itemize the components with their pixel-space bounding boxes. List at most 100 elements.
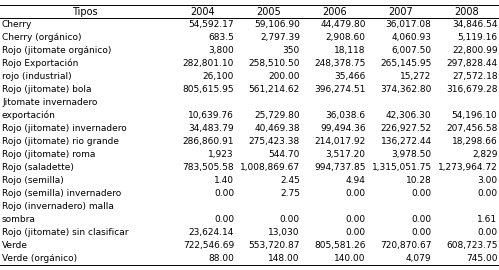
Text: 783,505.58: 783,505.58	[183, 163, 234, 172]
Text: 40,469.38: 40,469.38	[254, 124, 300, 133]
Text: 3.00: 3.00	[478, 176, 498, 185]
Text: 26,100: 26,100	[203, 72, 234, 81]
Text: 994,737.85: 994,737.85	[314, 163, 366, 172]
Text: 18,298.66: 18,298.66	[452, 137, 498, 146]
Text: 745.00: 745.00	[466, 254, 498, 263]
Text: Rojo (jitomate) rio grande: Rojo (jitomate) rio grande	[2, 137, 119, 146]
Text: 3,517.20: 3,517.20	[326, 150, 366, 159]
Text: 13,030: 13,030	[268, 228, 300, 237]
Text: 0.00: 0.00	[346, 215, 366, 224]
Text: 35,466: 35,466	[334, 72, 366, 81]
Text: 0.00: 0.00	[280, 215, 300, 224]
Text: 374,362.80: 374,362.80	[380, 85, 432, 94]
Text: 99,494.36: 99,494.36	[320, 124, 366, 133]
Text: 0.00: 0.00	[214, 215, 234, 224]
Text: 4,079: 4,079	[406, 254, 432, 263]
Text: 805,615.95: 805,615.95	[183, 85, 234, 94]
Text: Rojo (jitomate) bola: Rojo (jitomate) bola	[2, 85, 91, 94]
Text: 1.61: 1.61	[478, 215, 498, 224]
Text: Rojo (jitomate) roma: Rojo (jitomate) roma	[2, 150, 95, 159]
Text: 0.00: 0.00	[412, 228, 432, 237]
Text: 2006: 2006	[322, 7, 347, 17]
Text: 200.00: 200.00	[268, 72, 300, 81]
Text: 1,008,869.67: 1,008,869.67	[240, 163, 300, 172]
Text: 0.00: 0.00	[412, 215, 432, 224]
Text: 2.75: 2.75	[280, 189, 300, 198]
Text: 608,723.75: 608,723.75	[446, 241, 498, 250]
Text: 0.00: 0.00	[478, 189, 498, 198]
Text: 275,423.38: 275,423.38	[249, 137, 300, 146]
Text: Rojo (semilla) invernadero: Rojo (semilla) invernadero	[2, 189, 121, 198]
Text: sombra: sombra	[2, 215, 36, 224]
Text: Cherry (orgánico): Cherry (orgánico)	[2, 33, 81, 42]
Text: Tipos: Tipos	[72, 7, 98, 17]
Text: 15,272: 15,272	[400, 72, 432, 81]
Text: 44,479.80: 44,479.80	[320, 20, 366, 29]
Text: 42,306.30: 42,306.30	[386, 111, 432, 120]
Text: 36,017.08: 36,017.08	[386, 20, 432, 29]
Text: 0.00: 0.00	[346, 228, 366, 237]
Text: 1,273,964.72: 1,273,964.72	[438, 163, 498, 172]
Text: 10.28: 10.28	[406, 176, 432, 185]
Text: 59,106.90: 59,106.90	[254, 20, 300, 29]
Text: 265,145.95: 265,145.95	[380, 59, 432, 68]
Text: 553,720.87: 553,720.87	[249, 241, 300, 250]
Text: 36,038.6: 36,038.6	[326, 111, 366, 120]
Text: 214,017.92: 214,017.92	[314, 137, 366, 146]
Text: 0.00: 0.00	[346, 189, 366, 198]
Text: 5,119.16: 5,119.16	[458, 33, 498, 42]
Text: 396,274.51: 396,274.51	[314, 85, 366, 94]
Text: 2,908.60: 2,908.60	[326, 33, 366, 42]
Text: 722,546.69: 722,546.69	[183, 241, 234, 250]
Text: 18,118: 18,118	[334, 46, 366, 55]
Text: 34,483.79: 34,483.79	[189, 124, 234, 133]
Text: 0.00: 0.00	[214, 189, 234, 198]
Text: 544.70: 544.70	[268, 150, 300, 159]
Text: 316,679.28: 316,679.28	[446, 85, 498, 94]
Text: Rojo (invernadero) malla: Rojo (invernadero) malla	[2, 202, 114, 211]
Text: 34,846.54: 34,846.54	[452, 20, 498, 29]
Text: 27,572.18: 27,572.18	[452, 72, 498, 81]
Text: Jitomate invernadero: Jitomate invernadero	[2, 98, 97, 107]
Text: 2,797.39: 2,797.39	[260, 33, 300, 42]
Text: 561,214.62: 561,214.62	[249, 85, 300, 94]
Text: 805,581.26: 805,581.26	[314, 241, 366, 250]
Text: 0.00: 0.00	[478, 228, 498, 237]
Text: 54,592.17: 54,592.17	[189, 20, 234, 29]
Text: 148.00: 148.00	[268, 254, 300, 263]
Text: 720,870.67: 720,870.67	[380, 241, 432, 250]
Text: Rojo (jitomate) sin clasificar: Rojo (jitomate) sin clasificar	[2, 228, 129, 237]
Text: 1.40: 1.40	[214, 176, 234, 185]
Text: 2005: 2005	[256, 7, 281, 17]
Text: 297,828.44: 297,828.44	[447, 59, 498, 68]
Text: 22,800.99: 22,800.99	[452, 46, 498, 55]
Text: 10,639.76: 10,639.76	[188, 111, 234, 120]
Text: 2,829: 2,829	[472, 150, 498, 159]
Text: exportación: exportación	[2, 111, 56, 120]
Text: 4,060.93: 4,060.93	[392, 33, 432, 42]
Text: 286,860.91: 286,860.91	[183, 137, 234, 146]
Text: 207,456.58: 207,456.58	[446, 124, 498, 133]
Text: 258,510.50: 258,510.50	[249, 59, 300, 68]
Text: Rojo (jitomate) invernadero: Rojo (jitomate) invernadero	[2, 124, 127, 133]
Text: Rojo (semilla): Rojo (semilla)	[2, 176, 64, 185]
Text: Rojo Exportación: Rojo Exportación	[2, 59, 78, 69]
Text: Verde (orgánico): Verde (orgánico)	[2, 254, 77, 263]
Text: 54,196.10: 54,196.10	[452, 111, 498, 120]
Text: 248,378.75: 248,378.75	[314, 59, 366, 68]
Text: 3,800: 3,800	[208, 46, 234, 55]
Text: Rojo (saladette): Rojo (saladette)	[2, 163, 74, 172]
Text: 2.45: 2.45	[280, 176, 300, 185]
Text: 2008: 2008	[454, 7, 479, 17]
Text: 226,927.52: 226,927.52	[381, 124, 432, 133]
Text: 2004: 2004	[190, 7, 215, 17]
Text: rojo (industrial): rojo (industrial)	[2, 72, 72, 81]
Text: 88.00: 88.00	[208, 254, 234, 263]
Text: 25,729.80: 25,729.80	[254, 111, 300, 120]
Text: 23,624.14: 23,624.14	[189, 228, 234, 237]
Text: 136,272.44: 136,272.44	[381, 137, 432, 146]
Text: 0.00: 0.00	[412, 189, 432, 198]
Text: Rojo (jitomate orgánico): Rojo (jitomate orgánico)	[2, 46, 111, 55]
Text: 4.94: 4.94	[346, 176, 366, 185]
Text: 350: 350	[282, 46, 300, 55]
